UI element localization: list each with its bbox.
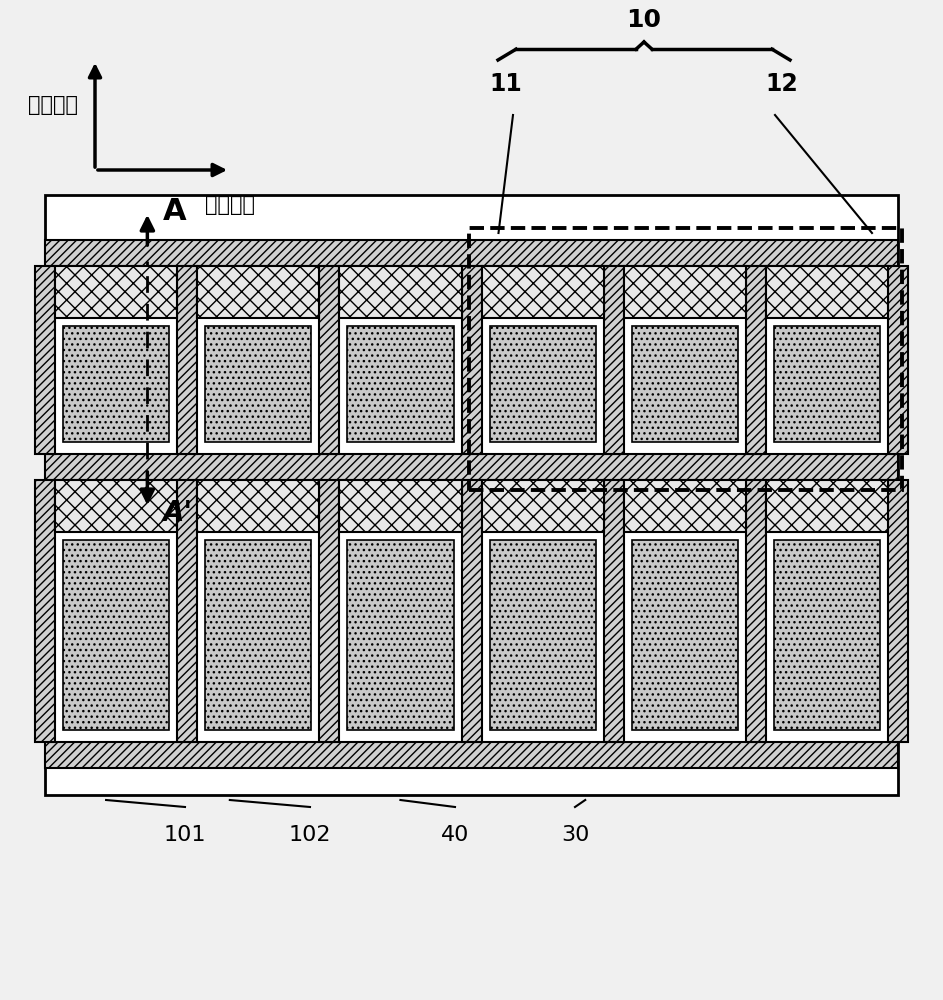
Bar [339, 480, 461, 532]
Bar [632, 326, 737, 442]
Text: 102: 102 [289, 825, 331, 845]
Bar [177, 266, 197, 454]
Text: 101: 101 [164, 825, 207, 845]
Bar [55, 480, 177, 532]
Bar [63, 540, 169, 730]
Bar [197, 266, 320, 318]
Bar [347, 540, 454, 730]
Bar [774, 326, 880, 442]
Bar [604, 480, 623, 742]
Bar [45, 742, 898, 768]
Text: 10: 10 [626, 8, 661, 32]
Bar [63, 326, 169, 442]
Bar [489, 540, 596, 730]
Bar [482, 266, 604, 318]
Bar [746, 266, 766, 454]
Bar [320, 480, 339, 742]
Text: 11: 11 [489, 72, 522, 96]
Bar [461, 266, 482, 454]
Bar [339, 266, 461, 318]
Bar [623, 480, 746, 532]
Bar [206, 326, 311, 442]
Text: 30: 30 [561, 825, 589, 845]
Bar [55, 266, 177, 318]
Bar [45, 240, 898, 266]
Bar [177, 480, 197, 742]
Bar [489, 326, 596, 442]
Bar [482, 480, 604, 532]
Bar [766, 480, 888, 532]
Text: 第二方向: 第二方向 [28, 95, 78, 115]
Bar [888, 266, 908, 454]
Bar [632, 540, 737, 730]
Bar [623, 266, 746, 318]
Bar [45, 195, 898, 795]
Bar [774, 540, 880, 730]
Bar [35, 480, 55, 742]
Bar [206, 540, 311, 730]
Text: 40: 40 [440, 825, 470, 845]
Bar [45, 454, 898, 480]
Bar [347, 326, 454, 442]
Bar [320, 266, 339, 454]
Text: 第一方向: 第一方向 [205, 195, 255, 215]
Bar [461, 480, 482, 742]
Bar [197, 480, 320, 532]
Bar [35, 266, 55, 454]
Bar [469, 228, 902, 490]
Text: A': A' [162, 499, 192, 527]
Bar [766, 266, 888, 318]
Text: A: A [162, 198, 186, 227]
Bar [888, 480, 908, 742]
Bar [604, 266, 623, 454]
Bar [746, 480, 766, 742]
Text: 12: 12 [766, 72, 799, 96]
